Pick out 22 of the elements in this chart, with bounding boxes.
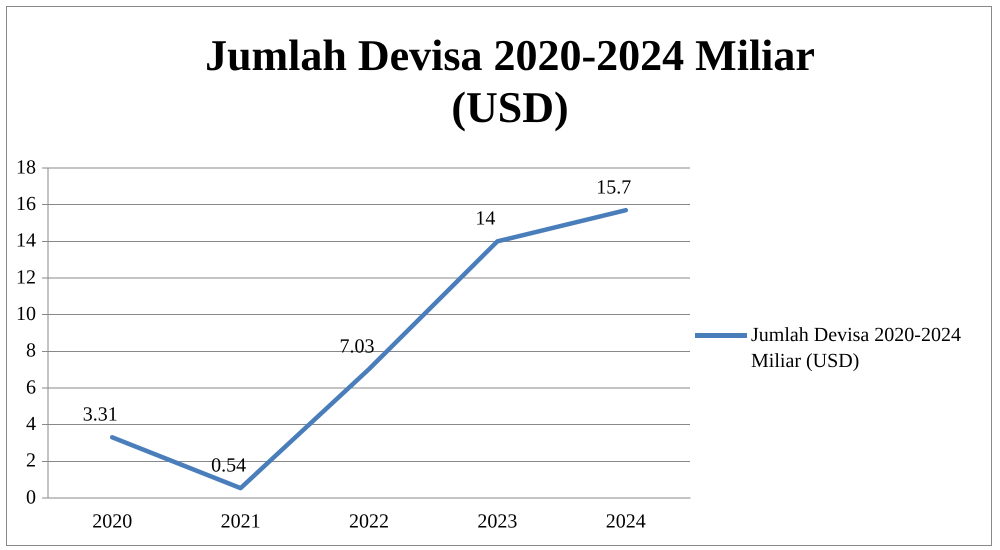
data-label: 0.54 (211, 454, 246, 476)
data-label: 3.31 (82, 404, 118, 426)
x-tick-label: 2022 (349, 510, 389, 532)
y-tick-label: 4 (26, 412, 36, 435)
x-tick-label: 2024 (606, 510, 646, 532)
data-label: 15.7 (596, 176, 632, 198)
x-tick-label: 2023 (477, 510, 518, 532)
data-label: 7.03 (340, 335, 374, 358)
y-tick-label: 18 (16, 156, 36, 178)
legend-label: Jumlah Devisa 2020-2024 Miliar (USD) (751, 323, 962, 374)
y-tick-label: 6 (26, 376, 36, 398)
y-tick-label: 0 (26, 486, 36, 508)
y-tick-label: 14 (16, 230, 36, 252)
y-tick-label: 2 (26, 450, 36, 472)
y-tick-label: 10 (16, 302, 36, 325)
x-tick-label: 2020 (92, 510, 132, 532)
y-tick-label: 16 (16, 192, 36, 215)
data-label: 14 (475, 208, 496, 230)
y-tick-label: 8 (26, 340, 36, 362)
y-tick-label: 12 (16, 266, 36, 288)
chart-title: Jumlah Devisa 2020-2024 Miliar (USD) (204, 30, 816, 134)
x-tick-label: 2021 (220, 510, 261, 532)
